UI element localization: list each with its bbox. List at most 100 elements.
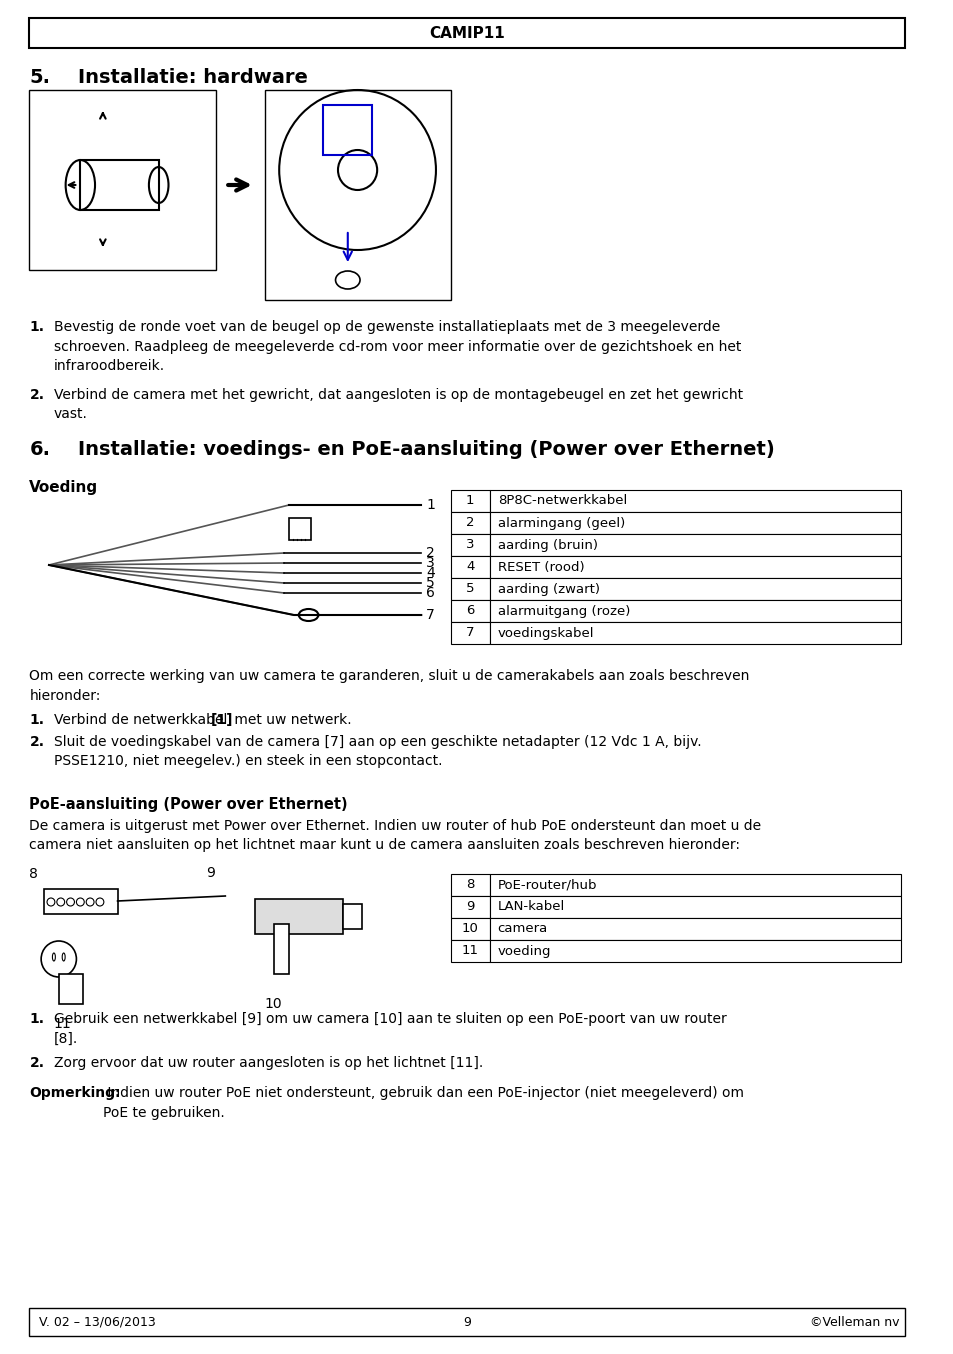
Text: CAMIP11: CAMIP11: [429, 26, 505, 41]
Circle shape: [57, 898, 65, 906]
Bar: [489, 873, 901, 896]
Text: 6.: 6.: [30, 440, 51, 459]
Circle shape: [96, 898, 104, 906]
Bar: [30, 1308, 904, 1336]
Text: 4: 4: [426, 566, 435, 580]
Bar: [323, 106, 372, 154]
Text: 6: 6: [426, 586, 435, 600]
Text: 7: 7: [426, 608, 435, 621]
Text: PoE-aansluiting (Power over Ethernet): PoE-aansluiting (Power over Ethernet): [30, 798, 348, 812]
Circle shape: [67, 898, 74, 906]
Text: 1.: 1.: [30, 320, 45, 334]
Text: 1.: 1.: [30, 714, 45, 727]
Text: LAN-kabel: LAN-kabel: [497, 900, 564, 914]
Bar: [264, 89, 450, 301]
Bar: [80, 160, 158, 210]
Bar: [450, 896, 489, 918]
Bar: [489, 918, 901, 940]
Text: 1: 1: [426, 498, 435, 512]
Text: Gebruik een netwerkkabel [9] om uw camera [10] aan te sluiten op een PoE-poort v: Gebruik een netwerkkabel [9] om uw camer…: [53, 1011, 726, 1045]
Text: 2: 2: [465, 516, 474, 529]
Circle shape: [47, 898, 55, 906]
Text: voeding: voeding: [497, 945, 551, 957]
Text: met uw netwerk.: met uw netwerk.: [230, 714, 352, 727]
Text: RESET (rood): RESET (rood): [497, 561, 583, 574]
Text: 2.: 2.: [30, 1056, 45, 1070]
Bar: [450, 873, 489, 896]
Text: 4: 4: [466, 561, 474, 574]
Circle shape: [76, 898, 84, 906]
Text: 11: 11: [53, 1017, 71, 1030]
Bar: [44, 890, 117, 914]
Bar: [489, 600, 901, 621]
Text: 2.: 2.: [30, 735, 45, 749]
Text: 2: 2: [426, 546, 435, 561]
Bar: [489, 940, 901, 961]
Text: 7: 7: [465, 627, 474, 639]
Bar: [489, 512, 901, 533]
Text: 11: 11: [461, 945, 478, 957]
Bar: [450, 621, 489, 645]
Text: 10: 10: [461, 922, 478, 936]
Bar: [274, 923, 289, 974]
Bar: [489, 621, 901, 645]
Bar: [450, 512, 489, 533]
Text: ©Velleman nv: ©Velleman nv: [809, 1316, 899, 1328]
Text: aarding (bruin): aarding (bruin): [497, 539, 597, 551]
Circle shape: [86, 898, 94, 906]
Text: De camera is uitgerust met Power over Ethernet. Indien uw router of hub PoE onde: De camera is uitgerust met Power over Et…: [30, 819, 760, 853]
Text: PoE-router/hub: PoE-router/hub: [497, 879, 597, 891]
Bar: [489, 578, 901, 600]
Text: 8P8C-netwerkkabel: 8P8C-netwerkkabel: [497, 494, 626, 508]
Text: alarmingang (geel): alarmingang (geel): [497, 516, 624, 529]
Text: 1: 1: [465, 494, 474, 508]
Text: Installatie: voedings- en PoE-aansluiting (Power over Ethernet): Installatie: voedings- en PoE-aansluitin…: [78, 440, 774, 459]
Text: [1]: [1]: [211, 714, 233, 727]
Bar: [289, 519, 311, 540]
Text: V. 02 – 13/06/2013: V. 02 – 13/06/2013: [39, 1316, 155, 1328]
Text: 8: 8: [30, 867, 38, 881]
Bar: [59, 974, 83, 1005]
Bar: [450, 940, 489, 961]
Text: Indien uw router PoE niet ondersteunt, gebruik dan een PoE-injector (niet meegel: Indien uw router PoE niet ondersteunt, g…: [103, 1086, 743, 1120]
Text: Opmerking:: Opmerking:: [30, 1086, 121, 1099]
Circle shape: [41, 941, 76, 978]
Bar: [450, 533, 489, 556]
Text: 5: 5: [465, 582, 474, 596]
Bar: [30, 18, 904, 47]
Text: 1.: 1.: [30, 1011, 45, 1026]
Bar: [30, 89, 215, 269]
Bar: [450, 578, 489, 600]
Text: 5.: 5.: [30, 68, 51, 87]
Bar: [254, 899, 342, 934]
Text: 8: 8: [466, 879, 474, 891]
Text: Zorg ervoor dat uw router aangesloten is op het lichtnet [11].: Zorg ervoor dat uw router aangesloten is…: [53, 1056, 482, 1070]
Text: Verbind de camera met het gewricht, dat aangesloten is op de montagebeugel en ze: Verbind de camera met het gewricht, dat …: [53, 389, 742, 421]
Bar: [450, 600, 489, 621]
Text: voedingskabel: voedingskabel: [497, 627, 594, 639]
Bar: [450, 918, 489, 940]
Text: camera: camera: [497, 922, 547, 936]
Text: 6: 6: [466, 604, 474, 617]
Text: Verbind de netwerkkabel: Verbind de netwerkkabel: [53, 714, 232, 727]
Bar: [489, 896, 901, 918]
Text: Om een correcte werking van uw camera te garanderen, sluit u de camerakabels aan: Om een correcte werking van uw camera te…: [30, 669, 749, 703]
Text: alarmuitgang (roze): alarmuitgang (roze): [497, 604, 629, 617]
Text: 10: 10: [264, 997, 282, 1011]
Bar: [342, 904, 362, 929]
Text: Installatie: hardware: Installatie: hardware: [78, 68, 308, 87]
Bar: [450, 556, 489, 578]
Bar: [489, 556, 901, 578]
Text: Bevestig de ronde voet van de beugel op de gewenste installatieplaats met de 3 m: Bevestig de ronde voet van de beugel op …: [53, 320, 740, 372]
Ellipse shape: [52, 953, 55, 961]
Text: Voeding: Voeding: [30, 481, 98, 496]
Text: 5: 5: [426, 575, 435, 590]
Text: Sluit de voedingskabel van de camera [7] aan op een geschikte netadapter (12 Vdc: Sluit de voedingskabel van de camera [7]…: [53, 735, 700, 769]
Ellipse shape: [62, 953, 65, 961]
Text: aarding (zwart): aarding (zwart): [497, 582, 599, 596]
Bar: [489, 533, 901, 556]
Text: 3: 3: [465, 539, 474, 551]
Bar: [489, 490, 901, 512]
Text: 9: 9: [466, 900, 474, 914]
Text: 2.: 2.: [30, 389, 45, 402]
